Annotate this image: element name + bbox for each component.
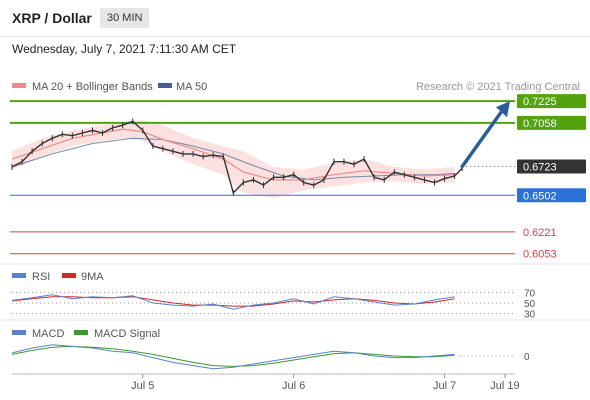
macd-signal-line: [11, 345, 455, 367]
ma20-legend-label: MA 20 + Bollinger Bands: [32, 81, 153, 93]
level-label-0.6053: 0.6053: [523, 249, 557, 261]
rsi9-legend-swatch: [62, 273, 76, 278]
rsi-legend-label: RSI: [32, 271, 50, 283]
price-line: [11, 120, 463, 195]
level-label-0.6502: 0.6502: [523, 190, 557, 202]
level-label-0.6723: 0.6723: [523, 161, 557, 173]
instrument-title: XRP / Dollar: [12, 10, 92, 26]
chart-datetime: Wednesday, July 7, 2021 7:11:30 AM CET: [12, 42, 237, 56]
chart-header: XRP / Dollar 30 MIN: [0, 0, 590, 37]
macd-panel: 0: [11, 344, 530, 370]
price-panel: 0.7225 0.7058 0.6723 0.6502 0.6221 0.6053: [10, 94, 586, 261]
target-arrow-head: [495, 101, 510, 118]
rsi9-legend-label: 9MA: [81, 271, 104, 283]
time-tick-label: Jul 19: [490, 380, 519, 392]
interval-badge[interactable]: 30 MIN: [100, 8, 150, 28]
macd-tick-0: 0: [524, 352, 530, 363]
level-tag-0.6723: [517, 159, 586, 174]
rsi-line: [11, 294, 455, 310]
time-tick-label: Jul 7: [433, 380, 456, 392]
rsi-legend-swatch: [12, 273, 26, 278]
ma50-legend-swatch: [158, 83, 172, 88]
level-tag-0.6502: [517, 188, 586, 203]
rsi-tick-30: 30: [524, 309, 536, 320]
time-tick-label: Jul 6: [282, 380, 305, 392]
macd-legend-swatch: [12, 330, 26, 335]
time-tick-label: Jul 5: [131, 380, 154, 392]
copyright-label: Research © 2021 Trading Central: [416, 81, 580, 93]
macd-signal-legend-label: MACD Signal: [94, 328, 160, 340]
ma50-line: [11, 137, 455, 181]
level-tag-0.7225: [517, 94, 586, 109]
ma50-legend-label: MA 50: [176, 81, 207, 93]
macd-line: [11, 344, 455, 370]
macd-legend-label: MACD: [32, 328, 64, 340]
level-label-0.6221: 0.6221: [523, 227, 557, 239]
level-tag-0.7058: [517, 115, 586, 130]
level-label-0.7058: 0.7058: [523, 118, 557, 130]
time-axis-labels: Jul 5 Jul 6 Jul 7 Jul 19: [131, 374, 520, 392]
rsi-tick-70: 70: [524, 289, 536, 300]
level-label-0.7225: 0.7225: [523, 96, 557, 108]
rsi-tick-50: 50: [524, 299, 536, 310]
macd-signal-legend-swatch: [74, 330, 88, 335]
bollinger-band: [12, 120, 455, 199]
ma20-legend-swatch: [12, 83, 26, 88]
target-arrow-shaft: [460, 106, 506, 169]
